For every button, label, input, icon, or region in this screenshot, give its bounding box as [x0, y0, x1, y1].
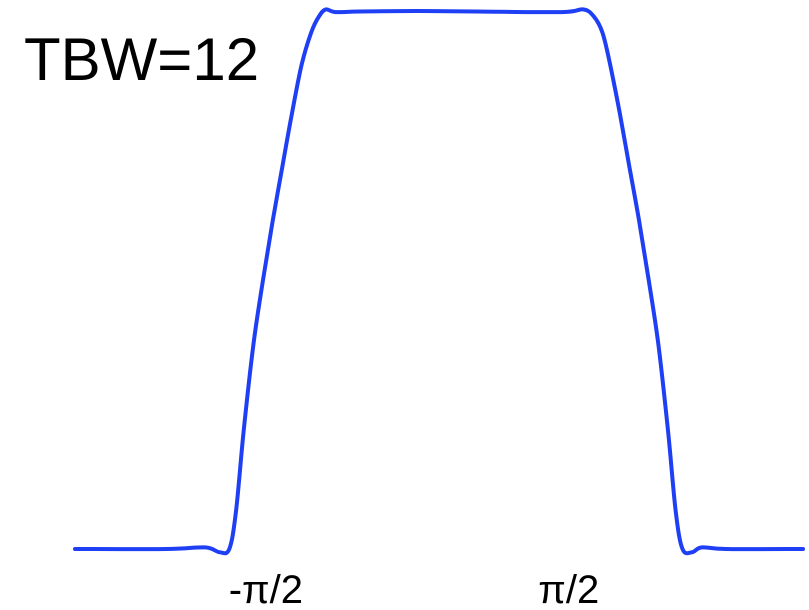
x-tick-labels: -π/2 π/2 [229, 568, 600, 610]
x-tick-label: π/2 [538, 568, 599, 610]
tbw-annotation: TBW=12 [24, 26, 259, 93]
x-tick-label: -π/2 [229, 568, 303, 610]
frequency-response-line [73, 7, 805, 556]
plot-area [73, 7, 805, 556]
